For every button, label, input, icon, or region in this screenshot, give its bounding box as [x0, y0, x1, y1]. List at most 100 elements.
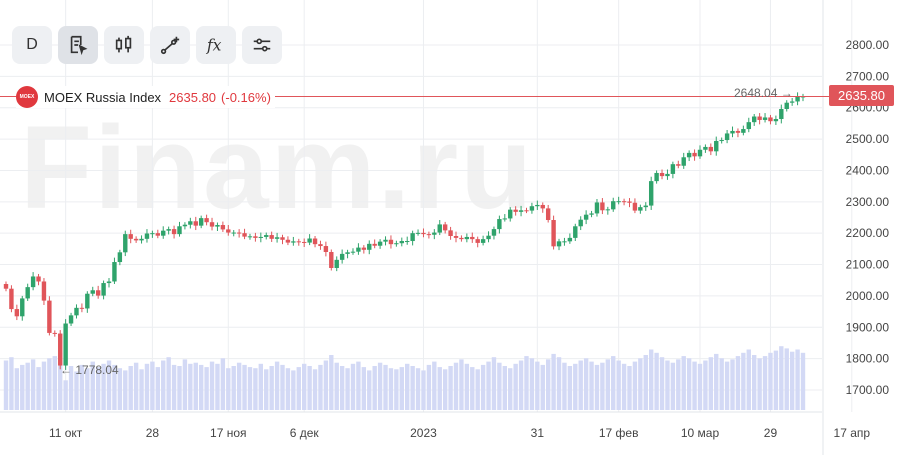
volume-bar [442, 369, 448, 410]
volume-bar [161, 360, 166, 410]
volume-bar [556, 357, 562, 410]
volume-bar [405, 363, 410, 410]
candle-body [643, 205, 648, 208]
volume-bar [410, 366, 415, 410]
instrument-name: MOEX Russia Index [44, 89, 162, 105]
candle-body [464, 236, 470, 240]
volume-bar [724, 361, 730, 410]
volume-bar [648, 349, 654, 410]
candle-body [405, 241, 410, 243]
volume-bar [665, 360, 670, 410]
volume-bar [171, 364, 177, 410]
volume-bar [480, 364, 486, 410]
volume-bar [198, 364, 204, 410]
y-tick-label: 1800.00 [846, 352, 890, 366]
volume-bar [470, 367, 475, 410]
volume-bar [253, 368, 258, 410]
line-plus-icon [160, 36, 180, 55]
volume-bar [605, 359, 611, 410]
y-tick-label: 2400.00 [846, 163, 890, 177]
candle-body [231, 232, 236, 234]
volume-bar [339, 366, 345, 410]
chart-type-button[interactable] [58, 26, 98, 64]
y-tick-label: 2100.00 [846, 258, 890, 272]
candle-body [361, 247, 367, 250]
candle-body [30, 276, 36, 288]
candle-body [762, 117, 768, 120]
candle-body [708, 146, 714, 152]
candle-body [323, 246, 329, 252]
volume-bar [41, 361, 47, 410]
candle-body [540, 204, 545, 209]
volume-bar [475, 369, 480, 410]
volume-bar [377, 362, 383, 410]
settings-button[interactable] [242, 26, 282, 64]
candle-body [296, 241, 301, 243]
volume-bar [68, 366, 74, 410]
volume-bar [686, 358, 692, 410]
volume-bar [464, 363, 470, 410]
candle-body [448, 230, 453, 237]
candle-body [621, 201, 627, 203]
volume-bar [573, 363, 578, 410]
volume-bar [415, 368, 421, 410]
volume-bar [79, 364, 85, 410]
volume-bar [372, 366, 377, 410]
drawing-tools-button[interactable] [150, 26, 190, 64]
candle-body [524, 210, 529, 212]
candle-body [594, 202, 600, 214]
candle-body [356, 247, 361, 252]
x-tick-label: 31 [531, 426, 545, 440]
candle-body [486, 235, 491, 240]
volume-bar [188, 363, 193, 410]
candle-body [220, 225, 226, 230]
volume-bar [144, 363, 150, 410]
volume-bar [112, 364, 117, 410]
volume-bar [735, 356, 741, 410]
candle-body [58, 333, 63, 366]
candle-body [25, 287, 30, 299]
x-tick-label: 11 окт [49, 426, 83, 440]
candle-body [95, 290, 101, 296]
candlestick-icon [115, 35, 132, 53]
volume-bar [204, 367, 209, 410]
candle-body [329, 252, 334, 268]
candle-body [611, 201, 616, 210]
candle-body [133, 238, 139, 241]
volume-bar [800, 352, 806, 410]
document-cursor-icon [70, 35, 88, 56]
candle-body [535, 204, 540, 207]
candle-body [442, 224, 448, 231]
volume-bar [350, 363, 356, 410]
volume-bar [285, 368, 291, 410]
candle-body [480, 239, 486, 243]
volume-bar [74, 371, 79, 410]
volume-bar [58, 352, 63, 410]
candle-body [63, 323, 68, 366]
interval-button[interactable]: D [12, 26, 52, 64]
volume-bar [545, 359, 551, 410]
candle-body [589, 213, 594, 215]
candle-body [101, 283, 106, 296]
candles-button[interactable] [104, 26, 144, 64]
candle-body [659, 172, 665, 177]
candle-body [410, 233, 415, 242]
candle-body [128, 234, 133, 239]
candle-body [226, 229, 231, 233]
candle-body [106, 281, 112, 284]
sliders-icon [253, 38, 271, 52]
candle-body [85, 293, 90, 309]
candle-body [491, 229, 497, 236]
volume-bar [502, 366, 508, 410]
indicators-button[interactable]: fx [196, 26, 236, 64]
candle-body [714, 140, 719, 152]
candle-body [735, 130, 741, 133]
candle-body [20, 298, 25, 317]
candle-body [692, 152, 697, 157]
volume-bar [101, 363, 106, 410]
candle-body [784, 102, 789, 109]
volume-bar [611, 356, 616, 410]
volume-bar [632, 361, 638, 410]
volume-bar [535, 361, 540, 410]
